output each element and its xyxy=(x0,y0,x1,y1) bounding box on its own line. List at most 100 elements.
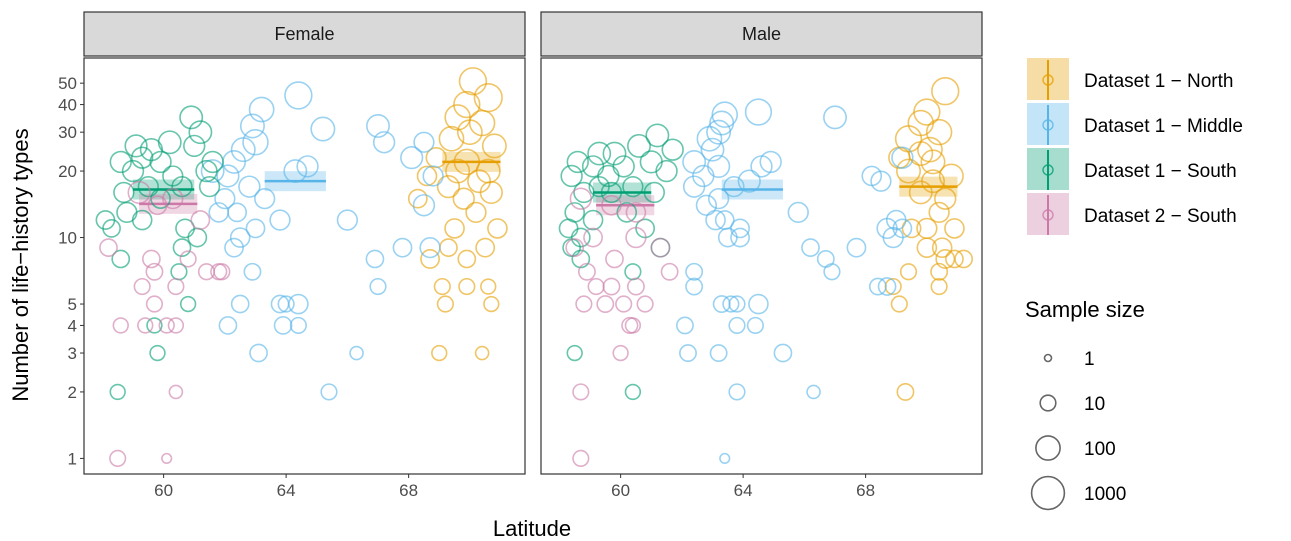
data-point xyxy=(577,262,596,281)
data-point xyxy=(583,227,603,248)
data-point xyxy=(273,316,293,335)
data-point xyxy=(661,138,684,161)
data-point xyxy=(717,227,738,248)
data-point xyxy=(133,277,151,296)
data-point xyxy=(723,175,745,198)
y-tick-label: 5 xyxy=(68,295,77,314)
data-point xyxy=(365,249,385,269)
data-point xyxy=(137,175,159,198)
data-point xyxy=(201,150,224,174)
data-point xyxy=(436,295,454,313)
x-tick-label: 68 xyxy=(399,481,418,500)
data-point xyxy=(200,159,225,184)
data-point xyxy=(179,250,197,268)
data-point xyxy=(954,249,973,269)
data-point xyxy=(823,263,841,281)
data-point xyxy=(436,175,461,199)
data-point xyxy=(249,343,268,363)
data-point xyxy=(218,316,238,335)
data-point xyxy=(188,120,213,145)
data-point xyxy=(600,181,623,204)
data-point xyxy=(899,263,918,281)
y-tick-label: 40 xyxy=(58,96,77,115)
data-point xyxy=(167,277,185,296)
data-point xyxy=(147,195,168,216)
size-legend-circle xyxy=(1030,475,1066,511)
data-point xyxy=(458,277,476,296)
data-point xyxy=(109,449,127,468)
data-point xyxy=(625,226,647,249)
data-point xyxy=(582,209,604,231)
data-point xyxy=(230,137,256,163)
data-point xyxy=(916,237,938,258)
data-point xyxy=(569,187,593,210)
data-point xyxy=(626,277,645,296)
data-point xyxy=(475,237,496,258)
data-point xyxy=(931,237,953,258)
data-point xyxy=(310,116,336,142)
data-point xyxy=(457,249,477,269)
data-point xyxy=(179,105,204,130)
data-point xyxy=(660,262,679,281)
data-point xyxy=(407,188,428,209)
data-point xyxy=(730,227,750,248)
data-point xyxy=(109,383,126,401)
data-point xyxy=(213,263,231,281)
data-point xyxy=(288,293,309,315)
data-point xyxy=(320,383,338,401)
x-tick-label: 68 xyxy=(856,481,875,500)
legend-key-point xyxy=(1042,119,1054,131)
data-point xyxy=(412,194,436,217)
data-point xyxy=(444,218,465,239)
data-point xyxy=(625,202,647,223)
data-point xyxy=(458,67,488,96)
data-point xyxy=(891,146,914,169)
data-point xyxy=(627,133,651,158)
data-point xyxy=(216,164,240,188)
data-point xyxy=(167,317,185,334)
facet-strips: Female Male xyxy=(83,11,983,57)
data-point xyxy=(483,295,500,313)
data-point xyxy=(480,278,497,295)
data-point xyxy=(622,175,644,198)
data-point xyxy=(650,237,671,258)
data-point xyxy=(615,295,633,313)
data-point xyxy=(685,277,704,296)
data-point xyxy=(487,218,508,239)
size-legend-circle xyxy=(1039,394,1057,412)
data-point xyxy=(868,277,887,296)
data-point xyxy=(787,201,809,224)
data-point xyxy=(896,382,915,401)
data-point xyxy=(400,146,424,170)
data-point xyxy=(131,209,153,231)
data-point xyxy=(172,238,192,258)
data-point xyxy=(605,249,624,269)
data-point xyxy=(705,209,726,231)
size-legend-label: 10 xyxy=(1084,394,1105,415)
data-point xyxy=(124,134,148,158)
data-point xyxy=(560,164,583,188)
data-point xyxy=(245,218,266,239)
data-point xyxy=(643,181,665,204)
data-point xyxy=(773,343,793,363)
data-point xyxy=(479,180,503,205)
panel-background xyxy=(541,58,982,474)
data-point xyxy=(930,277,948,296)
legend: Dataset 1 − North Dataset 1 − Middle Datas… xyxy=(1025,58,1243,511)
size-legend-circle xyxy=(1043,353,1053,363)
data-point xyxy=(602,141,627,166)
data-point xyxy=(453,90,481,119)
x-tick-label: 64 xyxy=(734,481,753,500)
data-point xyxy=(624,317,642,334)
size-legend-label: 1000 xyxy=(1084,484,1126,505)
panel-border xyxy=(540,57,983,475)
legend-key-point xyxy=(1042,164,1054,176)
data-point xyxy=(179,295,197,313)
y-tick-label: 30 xyxy=(58,123,77,142)
data-point xyxy=(746,316,764,335)
data-point xyxy=(709,344,728,362)
data-point xyxy=(452,187,475,210)
data-point xyxy=(422,165,444,187)
data-point xyxy=(700,137,725,162)
